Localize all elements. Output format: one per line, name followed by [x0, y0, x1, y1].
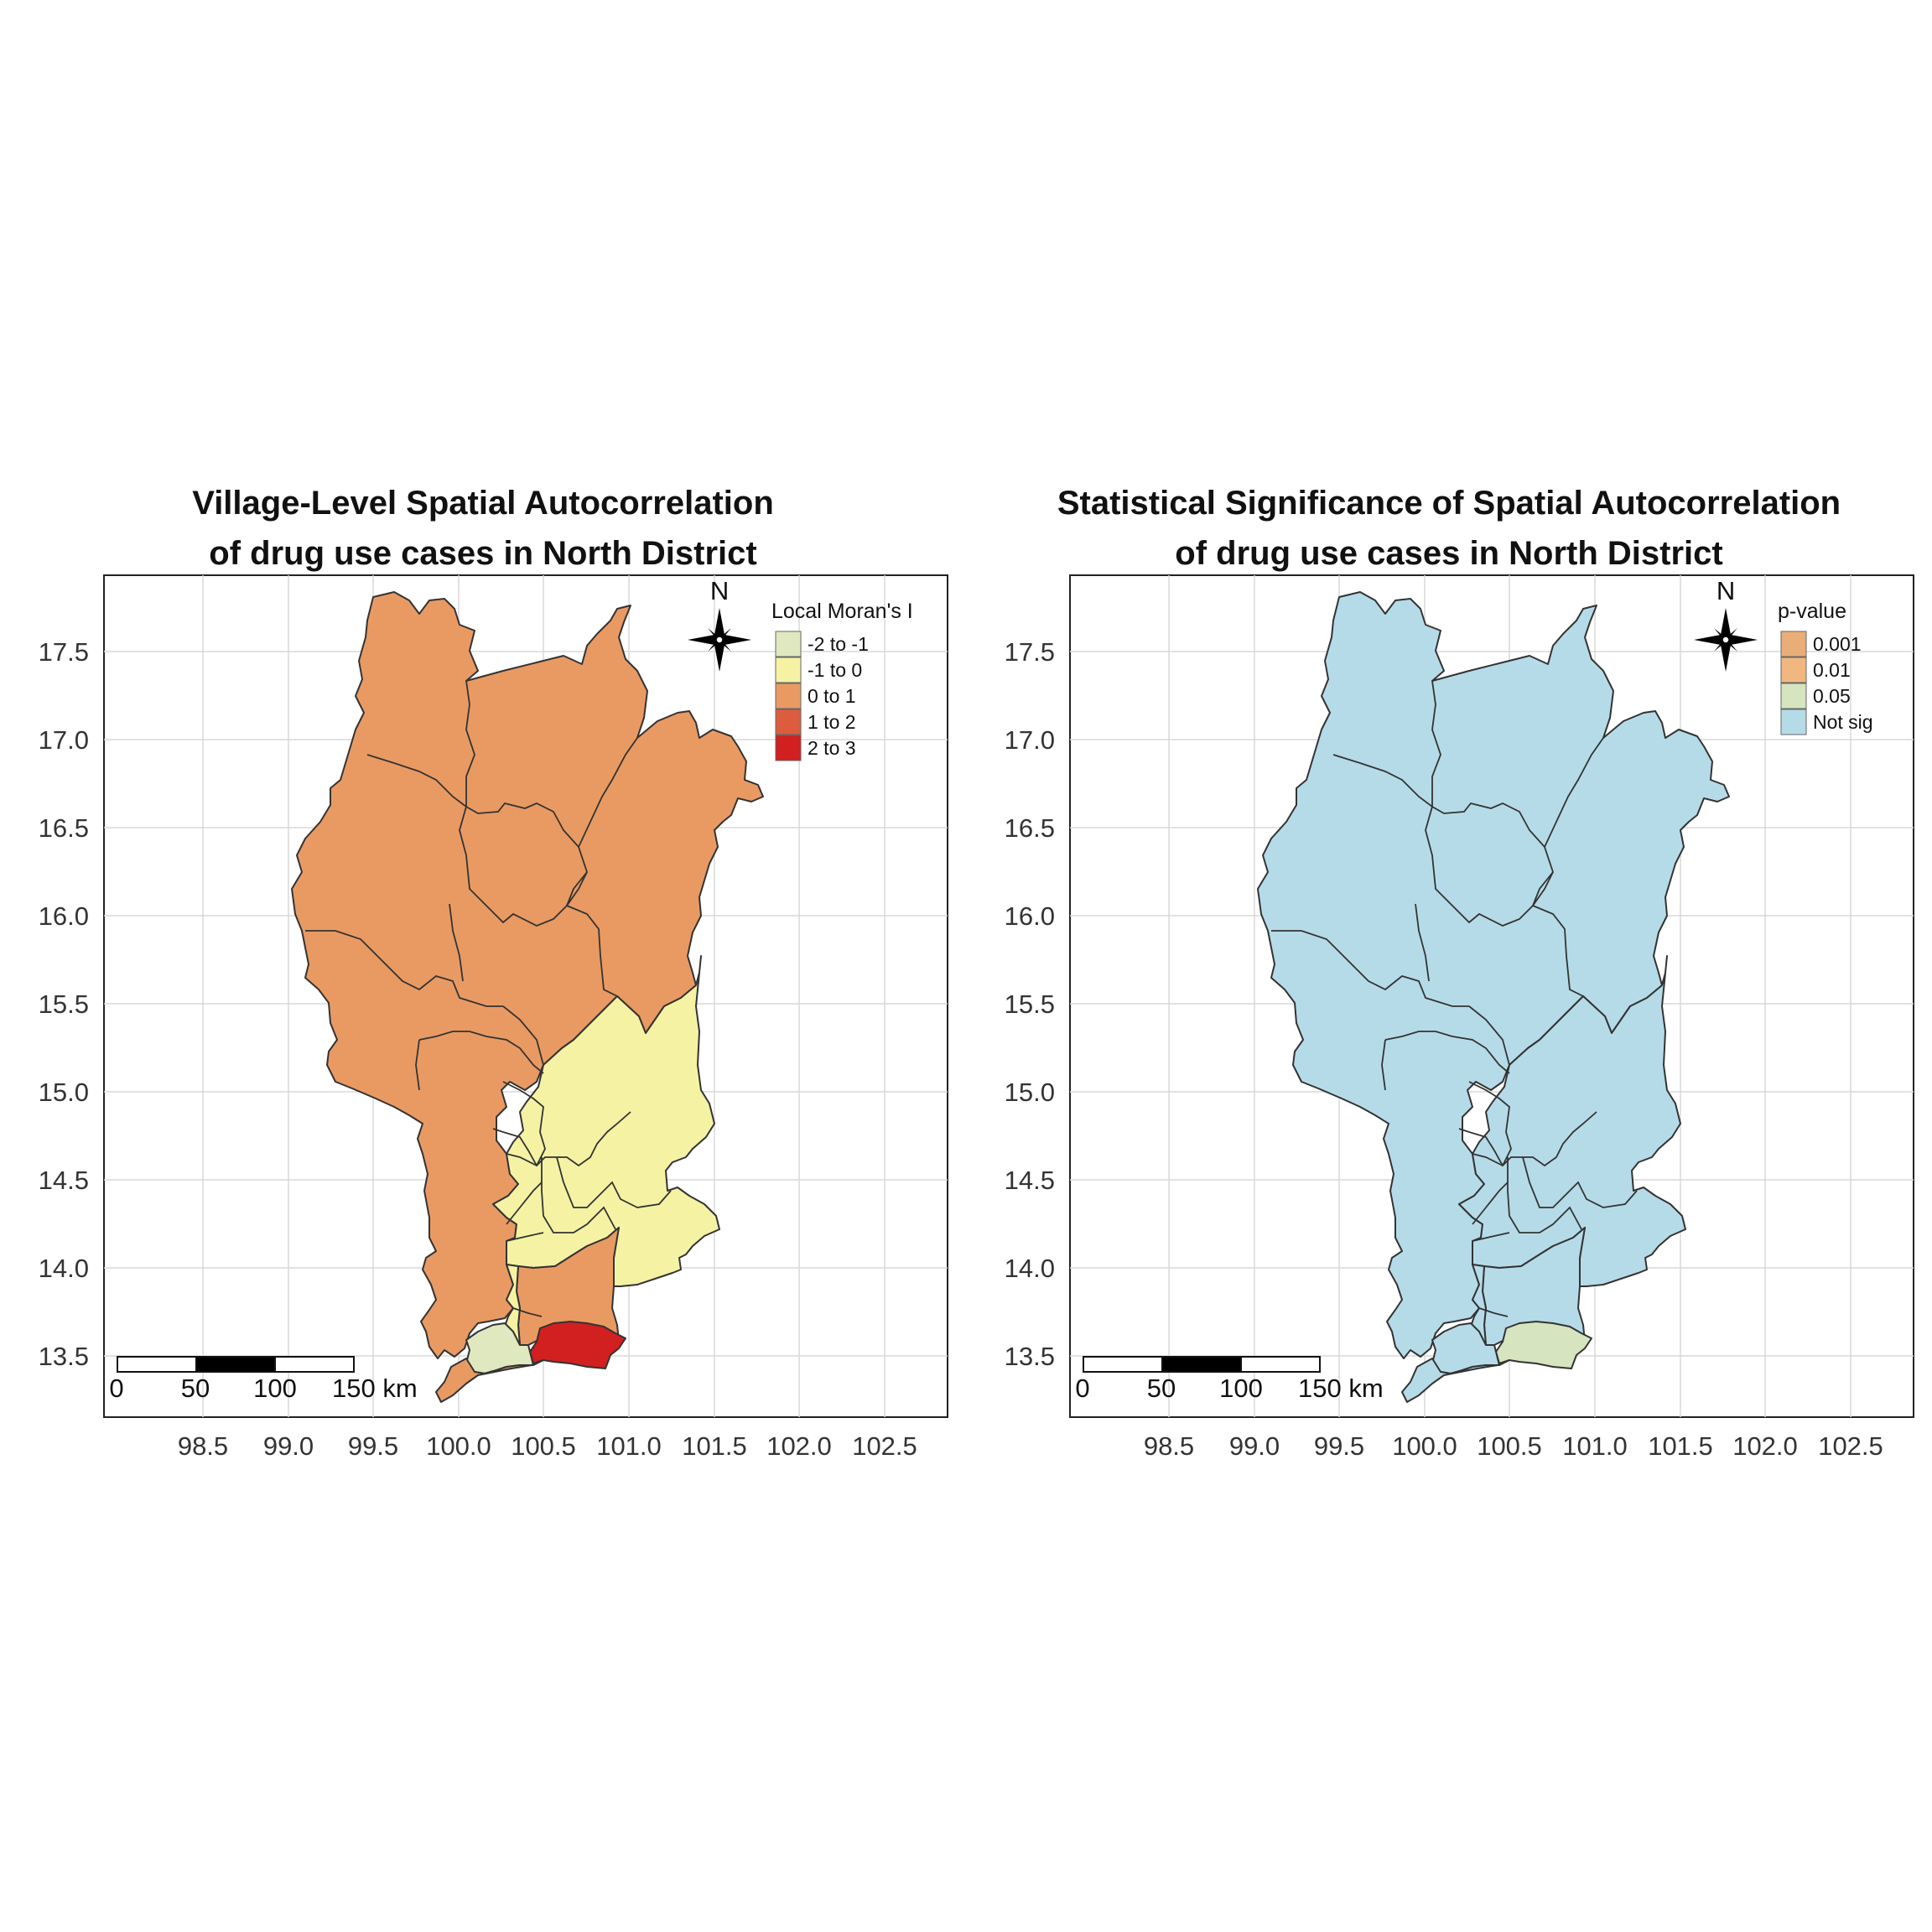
map-panel-morans-i: Village-Level Spatial Autocorrelation of… [39, 485, 948, 1461]
y-tick-label: 13.5 [1005, 1342, 1055, 1371]
x-tick-label: 101.0 [596, 1431, 662, 1461]
scale-bar: 0 50 100 150 km [109, 1356, 418, 1403]
legend-swatch [775, 683, 802, 709]
region-coast [1401, 1358, 1510, 1403]
x-tick-label: 99.5 [1314, 1431, 1364, 1461]
y-tick-label: 15.5 [39, 989, 89, 1019]
legend-keys: 0.001 0.01 0.05 Not sig [1780, 631, 1873, 735]
legend-label: Not sig [1813, 711, 1873, 733]
legend-swatch [1780, 657, 1807, 683]
region-north-main [291, 591, 764, 1359]
map-title-line2: of drug use cases in North District [209, 535, 757, 572]
y-tick-label: 16.0 [1005, 901, 1055, 931]
y-tick-label: 17.5 [39, 637, 89, 667]
x-tick-label: 102.0 [766, 1431, 832, 1461]
y-tick-label: 14.0 [1005, 1254, 1055, 1283]
region-coast [435, 1358, 544, 1403]
legend-swatch [775, 735, 802, 761]
y-axis: 17.5 17.0 16.5 16.0 15.5 15.0 14.5 14.0 … [39, 637, 89, 1371]
x-tick-label: 102.5 [852, 1431, 917, 1461]
y-tick-label: 14.5 [1005, 1166, 1055, 1195]
legend-label: 0.01 [1813, 659, 1851, 681]
x-tick-label: 102.5 [1818, 1431, 1883, 1461]
map-title-line2: of drug use cases in North District [1175, 535, 1723, 572]
y-tick-label: 15.0 [39, 1078, 89, 1107]
map-title-line1: Village-Level Spatial Autocorrelation [192, 485, 774, 522]
legend-label: 0.001 [1813, 633, 1862, 655]
x-axis: 98.5 99.0 99.5 100.0 100.5 101.0 101.5 1… [178, 1431, 917, 1461]
legend-swatch [1780, 709, 1807, 735]
scale-bar: 0 50 100 150 km [1075, 1356, 1384, 1403]
scale-label-0: 0 [1075, 1374, 1089, 1403]
y-tick-label: 13.5 [39, 1342, 89, 1371]
x-tick-label: 99.5 [348, 1431, 398, 1461]
scale-label-50: 50 [181, 1374, 210, 1403]
y-axis: 17.5 17.0 16.5 16.0 15.5 15.0 14.5 14.0 … [1005, 637, 1055, 1371]
x-tick-label: 100.5 [511, 1431, 576, 1461]
scale-label-50: 50 [1147, 1374, 1176, 1403]
y-tick-label: 17.0 [39, 725, 89, 755]
internal-boundaries [1271, 680, 1638, 1317]
x-tick-label: 99.0 [1229, 1431, 1280, 1461]
legend-title: p-value [1778, 600, 1846, 623]
legend: Local Moran's I -2 to -1 -1 to 0 0 to 1 1 t… [771, 600, 913, 761]
scale-label-150km: 150 km [332, 1374, 418, 1403]
x-tick-label: 101.5 [1648, 1431, 1713, 1461]
y-tick-label: 16.5 [1005, 813, 1055, 843]
map-canvas: 0 50 100 150 km N Local Moran's I -2 to … [39, 574, 948, 1461]
north-arrow-icon: N [1694, 576, 1758, 672]
legend-label: -1 to 0 [808, 659, 862, 681]
y-tick-label: 14.5 [39, 1166, 89, 1195]
region-east [1458, 955, 1686, 1287]
y-tick-label: 14.0 [39, 1254, 89, 1283]
y-tick-label: 17.0 [1005, 725, 1055, 755]
y-tick-label: 15.0 [1005, 1078, 1055, 1107]
x-tick-label: 98.5 [1144, 1431, 1194, 1461]
x-tick-label: 99.0 [263, 1431, 314, 1461]
map-canvas: 0 50 100 150 km N p-value 0.001 0.01 0.05 N… [1005, 574, 1914, 1461]
legend-label: -2 to -1 [808, 633, 869, 655]
region-north-main [1257, 591, 1730, 1359]
legend: p-value 0.001 0.01 0.05 Not sig [1778, 600, 1873, 735]
region-east [492, 955, 720, 1287]
x-axis: 98.5 99.0 99.5 100.0 100.5 101.0 101.5 1… [1144, 1431, 1883, 1461]
legend-swatch [1780, 683, 1807, 709]
legend-swatch [775, 709, 802, 735]
y-tick-label: 16.0 [39, 901, 89, 931]
north-label: N [710, 576, 729, 605]
scale-label-0: 0 [109, 1374, 123, 1403]
legend-label: 1 to 2 [808, 711, 856, 733]
y-tick-label: 17.5 [1005, 637, 1055, 667]
district-regions [291, 591, 764, 1403]
map-title-line1: Statistical Significance of Spatial Auto… [1057, 485, 1841, 522]
legend-label: 2 to 3 [808, 737, 856, 759]
x-tick-label: 101.5 [682, 1431, 747, 1461]
x-tick-label: 100.5 [1477, 1431, 1542, 1461]
legend-swatch [775, 657, 802, 683]
scale-label-150km: 150 km [1298, 1374, 1384, 1403]
y-tick-label: 16.5 [39, 813, 89, 843]
district-regions [1257, 591, 1730, 1403]
legend-swatch [775, 631, 802, 657]
north-label: N [1716, 576, 1735, 605]
x-tick-label: 101.0 [1562, 1431, 1628, 1461]
legend-title: Local Moran's I [771, 600, 913, 623]
scale-label-100: 100 [253, 1374, 297, 1403]
internal-boundaries [305, 680, 672, 1317]
legend-label: 0.05 [1813, 685, 1851, 707]
legend-keys: -2 to -1 -1 to 0 0 to 1 1 to 2 2 to 3 [775, 631, 869, 761]
legend-swatch [1780, 631, 1807, 657]
y-tick-label: 15.5 [1005, 989, 1055, 1019]
x-tick-label: 100.0 [1392, 1431, 1457, 1461]
map-panel-p-value: Statistical Significance of Spatial Auto… [966, 0, 1932, 1932]
x-tick-label: 102.0 [1732, 1431, 1798, 1461]
x-tick-label: 100.0 [426, 1431, 491, 1461]
north-arrow-icon: N [688, 576, 751, 672]
legend-label: 0 to 1 [808, 685, 856, 707]
x-tick-label: 98.5 [178, 1431, 228, 1461]
scale-label-100: 100 [1219, 1374, 1263, 1403]
